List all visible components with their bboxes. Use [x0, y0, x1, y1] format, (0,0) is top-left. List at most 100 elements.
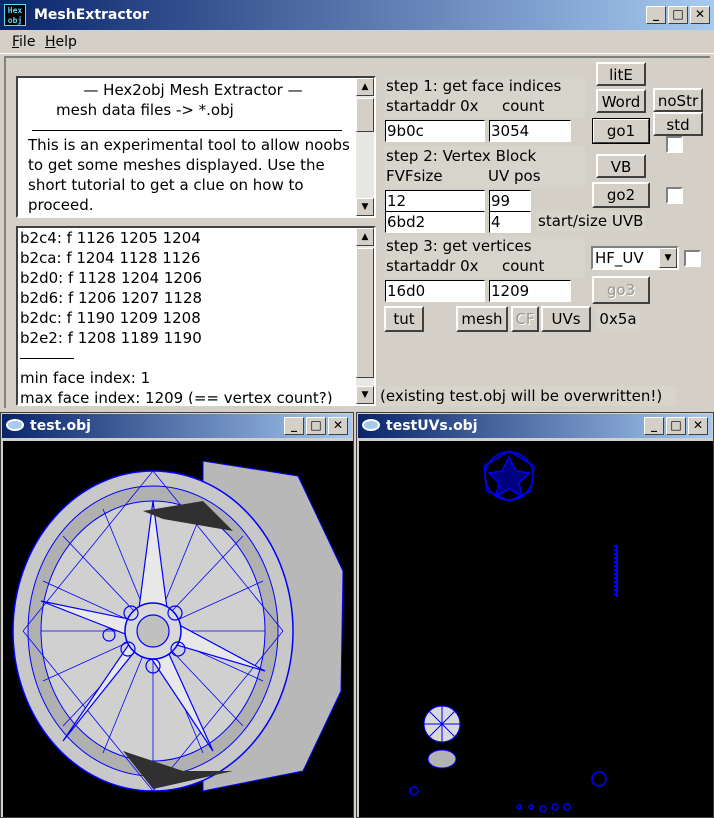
step1-addr-label: startaddr 0x — [386, 97, 479, 115]
step3-count-label: count — [502, 257, 545, 275]
close-button[interactable]: ✕ — [328, 417, 348, 435]
nostr-button[interactable]: noStr — [653, 88, 703, 112]
go3-button[interactable]: go3 — [592, 276, 650, 304]
window-icon — [362, 419, 380, 431]
log-scrollbar[interactable]: ▲ ▼ — [356, 228, 374, 404]
log-summary-line: min face index: 1 — [20, 369, 151, 387]
close-button[interactable]: ✕ — [690, 6, 710, 24]
mesh-window[interactable]: test.obj _ □ ✕ — [0, 412, 354, 818]
step2-fvf-label: FVFsize — [386, 167, 443, 185]
minimize-button[interactable]: _ — [284, 417, 304, 435]
step3-title: step 3: get vertices — [386, 237, 532, 255]
menu-help[interactable]: Help — [45, 34, 77, 50]
uv-strip-island — [614, 545, 618, 597]
uv-window-title-bar[interactable]: testUVs.obj _ □ ✕ — [358, 414, 712, 438]
step1-title: step 1: get face indices — [386, 77, 562, 95]
go1-checkbox[interactable] — [666, 136, 683, 153]
go1-button[interactable]: go1 — [592, 118, 650, 144]
about-panel[interactable]: — Hex2obj Mesh Extractor — mesh data fil… — [16, 76, 376, 218]
step1-count-label: count — [502, 97, 545, 115]
cf-button[interactable]: CF — [511, 306, 539, 332]
std-button[interactable]: std — [653, 112, 703, 136]
lug-nuts — [102, 605, 186, 674]
chevron-down-icon[interactable]: ▼ — [659, 248, 677, 268]
format-select-value: HF_UV — [595, 249, 644, 267]
scroll-down-arrow-icon[interactable]: ▼ — [356, 198, 374, 216]
uvb-start-input[interactable] — [385, 211, 485, 233]
overwrite-warning: (existing test.obj will be overwritten!) — [378, 386, 676, 406]
menu-help-label: elp — [55, 34, 77, 50]
minimize-button[interactable]: _ — [644, 417, 664, 435]
scroll-up-arrow-icon[interactable]: ▲ — [356, 78, 374, 96]
maximize-button[interactable]: □ — [666, 417, 686, 435]
step3-addr-label: startaddr 0x — [386, 257, 479, 275]
main-title-bar[interactable]: Hex obj MeshExtractor _ □ ✕ — [0, 0, 714, 30]
scroll-thumb[interactable] — [356, 248, 374, 378]
log-line: b2e2: f 1208 1189 1190 — [20, 329, 202, 347]
step2-uv-label: UV pos — [488, 167, 541, 185]
step3-count-input[interactable] — [489, 280, 571, 302]
mesh-window-title: test.obj — [30, 418, 91, 434]
uvb-label: start/size UVB — [536, 211, 646, 231]
close-button[interactable]: ✕ — [688, 417, 708, 435]
about-body: This is an experimental tool to allow no… — [28, 136, 350, 214]
about-divider — [32, 130, 342, 131]
log-divider — [20, 358, 74, 359]
about-scrollbar[interactable]: ▲ ▼ — [356, 78, 374, 216]
log-line: b2ca: f 1204 1128 1126 — [20, 249, 201, 267]
log-lines: b2c4: f 1126 1205 1204 b2ca: f 1204 1128 … — [20, 228, 350, 348]
uv-small-islands — [409, 771, 607, 813]
scroll-thumb[interactable] — [356, 98, 374, 132]
step1-count-input[interactable] — [489, 120, 571, 142]
app-icon: Hex obj — [4, 4, 26, 26]
word-button[interactable]: Word — [596, 89, 646, 113]
window-icon — [6, 419, 24, 431]
menu-file[interactable]: File — [12, 34, 35, 50]
format-select[interactable]: HF_UV ▼ — [591, 246, 679, 270]
log-summary-line: max face index: 1209 (== vertex count?) — [20, 389, 333, 406]
menu-file-label: ile — [19, 34, 36, 50]
client-area — [4, 56, 710, 408]
window-title: MeshExtractor — [34, 7, 149, 23]
log-line: b2c4: f 1126 1205 1204 — [20, 229, 201, 247]
log-line: b2d0: f 1128 1204 1206 — [20, 269, 203, 287]
go2-checkbox[interactable] — [666, 187, 683, 204]
step2-field-labels: FVFsize UV pos — [386, 166, 585, 186]
log-line: b2dc: f 1190 1209 1208 — [20, 309, 201, 327]
uv-viewport[interactable] — [359, 441, 713, 817]
about-title: — Hex2obj Mesh Extractor — — [83, 81, 303, 99]
lite-button[interactable]: litE — [596, 62, 646, 86]
log-summary: min face index: 1 max face index: 1209 (=… — [20, 368, 350, 406]
maximize-button[interactable]: □ — [668, 6, 688, 24]
tut-button[interactable]: tut — [384, 306, 424, 332]
hex-readout: 0x5a — [596, 309, 640, 329]
vb-button[interactable]: VB — [596, 154, 646, 178]
fvf-size-input[interactable] — [385, 190, 485, 212]
about-subtitle: mesh data files -> *.obj — [56, 101, 234, 119]
step2-title: step 2: Vertex Block — [386, 147, 537, 165]
scroll-up-arrow-icon[interactable]: ▲ — [356, 228, 374, 246]
step3-addr-input[interactable] — [385, 280, 485, 302]
log-line: b2d6: f 1206 1207 1128 — [20, 289, 203, 307]
scroll-down-arrow-icon[interactable]: ▼ — [356, 386, 374, 404]
step1-addr-input[interactable] — [385, 120, 485, 142]
menu-file-mnemonic: F — [12, 34, 20, 50]
format-checkbox[interactable] — [684, 250, 701, 267]
mesh-window-title-bar[interactable]: test.obj _ □ ✕ — [2, 414, 352, 438]
uv-window[interactable]: testUVs.obj _ □ ✕ — [356, 412, 714, 818]
uv-window-title: testUVs.obj — [386, 418, 478, 434]
menu-help-mnemonic: H — [45, 34, 56, 50]
mesh-viewport[interactable] — [3, 441, 353, 817]
uv-pos-input[interactable] — [489, 190, 531, 212]
go2-button[interactable]: go2 — [592, 182, 650, 208]
uvs-button[interactable]: UVs — [541, 306, 591, 332]
menu-bar: File Help — [0, 30, 714, 54]
uv-star-island — [483, 450, 535, 502]
minimize-button[interactable]: _ — [646, 6, 666, 24]
step2-label-box: step 2: Vertex Block FVFsize UV pos — [385, 146, 585, 188]
step1-label-box: step 1: get face indices startaddr 0x co… — [385, 76, 585, 118]
maximize-button[interactable]: □ — [306, 417, 326, 435]
uvb-size-input[interactable] — [489, 211, 531, 233]
mesh-button[interactable]: mesh — [456, 306, 508, 332]
log-panel[interactable]: b2c4: f 1126 1205 1204 b2ca: f 1204 1128 … — [16, 226, 376, 406]
